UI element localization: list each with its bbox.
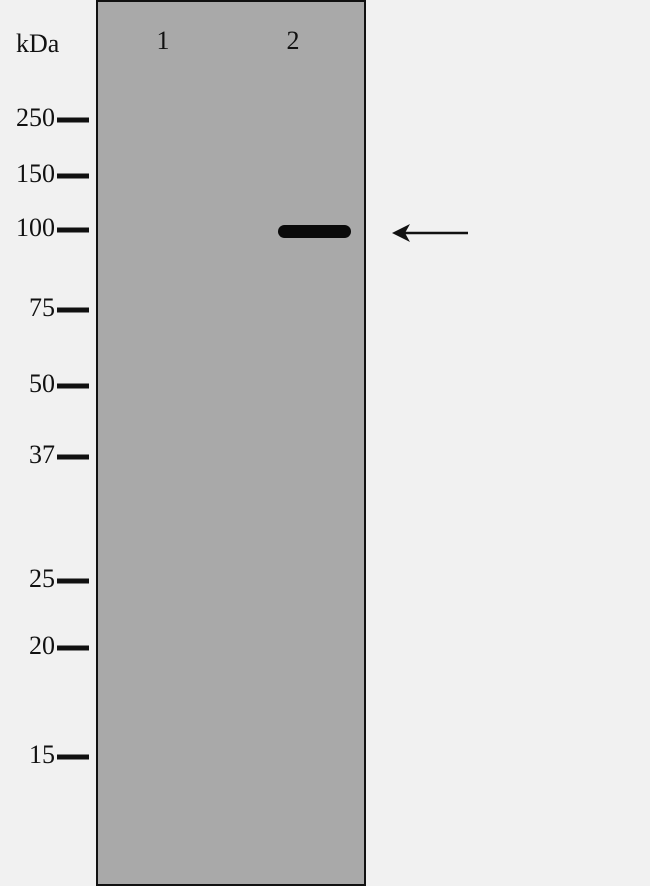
unit-label: kDa (16, 29, 60, 58)
arrow-head (392, 224, 410, 242)
marker-label: 20 (29, 631, 55, 660)
marker-label: 15 (29, 740, 55, 769)
marker-label: 50 (29, 369, 55, 398)
marker-label: 150 (16, 159, 55, 188)
lane-label: 2 (287, 26, 300, 55)
marker-label: 75 (29, 293, 55, 322)
lane-label: 1 (157, 26, 170, 55)
marker-label: 250 (16, 103, 55, 132)
marker-label: 100 (16, 213, 55, 242)
protein-band (278, 225, 351, 238)
marker-label: 25 (29, 564, 55, 593)
gel-membrane (96, 0, 366, 886)
marker-label: 37 (29, 440, 55, 469)
